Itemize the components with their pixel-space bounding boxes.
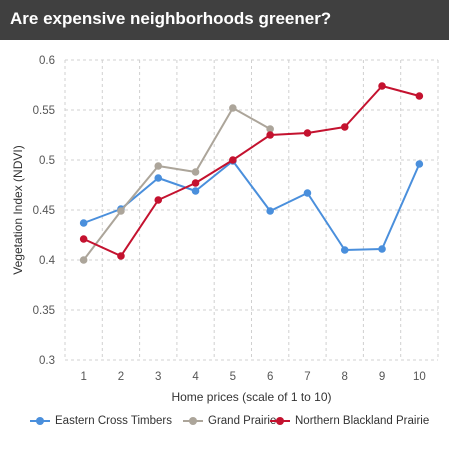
data-point-eastern-cross-timbers [303, 189, 312, 197]
legend-swatch [30, 416, 50, 426]
data-point-grand-prairie [79, 256, 88, 264]
y-tick-label: 0.4 [39, 255, 56, 267]
y-tick-label: 0.45 [33, 205, 55, 217]
data-point-eastern-cross-timbers [266, 207, 274, 215]
title-bar: Are expensive neighborhoods greener? [0, 0, 449, 40]
x-tick-label: 1 [80, 371, 86, 383]
x-tick-label: 5 [230, 371, 236, 383]
series-line-eastern-cross-timbers [83, 160, 421, 251]
x-tick-label: 6 [267, 371, 273, 383]
x-tick-label: 10 [413, 371, 426, 383]
y-tick-label: 0.3 [39, 355, 55, 367]
data-point-eastern-cross-timbers [79, 219, 88, 227]
x-axis-label: Home prices (scale of 1 to 10) [171, 390, 331, 404]
legend-label: Northern Blackland Prairie [295, 415, 430, 427]
data-point-eastern-cross-timbers [415, 160, 424, 168]
chart-title: Are expensive neighborhoods greener? [10, 9, 332, 28]
data-point-northern-blackland-prairie [229, 156, 237, 164]
x-tick-label: 3 [155, 371, 161, 383]
legend-swatch [270, 416, 290, 426]
y-tick-label: 0.55 [33, 105, 55, 117]
data-point-grand-prairie [117, 207, 125, 215]
y-tick-label: 0.6 [39, 55, 55, 67]
data-point-eastern-cross-timbers [378, 245, 386, 253]
x-tick-label: 2 [118, 371, 124, 383]
series-line-northern-blackland-prairie [83, 85, 420, 257]
data-point-eastern-cross-timbers [340, 246, 349, 254]
chart-legend: Eastern Cross Timbers Grand Prairie Northe… [0, 415, 449, 435]
x-tick-label: 8 [342, 371, 348, 383]
data-point-northern-blackland-prairie [415, 92, 424, 100]
line-chart: 0.3 0.35 0.4 0.45 0.5 0.55 0.6 1 2 3 4 5 6 7 8 9 10 Home … [11, 55, 439, 404]
data-point-northern-blackland-prairie [117, 252, 125, 260]
series-line-grand-prairie [82, 107, 271, 261]
data-point-northern-blackland-prairie [79, 235, 88, 243]
data-point-northern-blackland-prairie [191, 179, 200, 187]
data-point-northern-blackland-prairie [303, 129, 312, 137]
x-tick-label: 7 [304, 371, 310, 383]
y-tick-label: 0.35 [33, 305, 55, 317]
legend-item: Northern Blackland Prairie [270, 415, 429, 427]
y-axis-label: Vegetation Index (NDVI) [11, 145, 25, 274]
y-tick-label: 0.5 [39, 155, 55, 167]
data-point-northern-blackland-prairie [154, 196, 163, 204]
data-point-northern-blackland-prairie [378, 82, 386, 90]
x-tick-label: 9 [379, 371, 385, 383]
legend-swatch [183, 416, 203, 426]
data-point-grand-prairie [266, 125, 274, 133]
legend-item: Eastern Cross Timbers [30, 415, 172, 427]
legend-label: Eastern Cross Timbers [55, 415, 172, 427]
x-tick-label: 4 [192, 371, 199, 383]
data-point-northern-blackland-prairie [340, 123, 349, 131]
data-point-grand-prairie [191, 168, 200, 176]
legend-item: Grand Prairie [183, 415, 276, 427]
data-point-northern-blackland-prairie [266, 131, 274, 139]
data-point-grand-prairie [154, 162, 163, 170]
data-point-eastern-cross-timbers [191, 187, 200, 195]
data-point-grand-prairie [229, 104, 237, 112]
data-point-eastern-cross-timbers [154, 174, 163, 182]
legend-label: Grand Prairie [208, 415, 277, 427]
